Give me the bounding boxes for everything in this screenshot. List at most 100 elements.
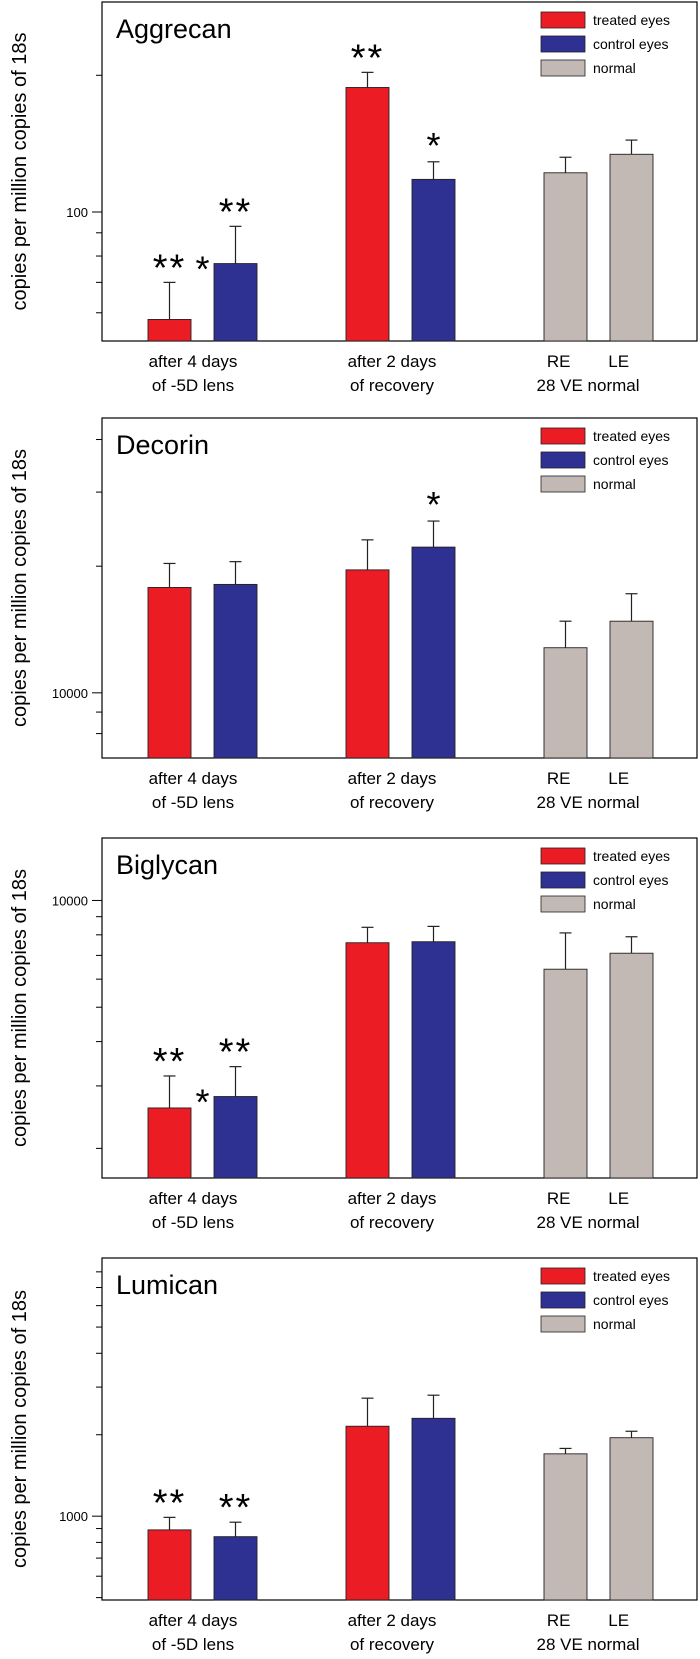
plot-frame xyxy=(101,1257,698,1601)
bar-control-eyes-1 xyxy=(213,263,258,342)
group-label-line1: RE LE xyxy=(547,769,629,788)
bar-treated-eyes-2 xyxy=(345,87,390,342)
significance-mark: ** xyxy=(219,1032,253,1074)
legend-label-normal: normal xyxy=(593,1316,636,1332)
bar-treated-eyes-0 xyxy=(147,587,192,759)
group-label-line2: of -5D lens xyxy=(152,376,234,395)
significance-mark: ** xyxy=(351,37,385,79)
y-axis-label: copies per million copies of 18s xyxy=(9,33,31,311)
bar-control-eyes-1 xyxy=(213,1096,258,1179)
significance-mark-between: * xyxy=(195,249,209,290)
chart-panel-aggrecan: 100 Aggrecan copies per million copies of … xyxy=(9,1,698,395)
bar-treated-eyes-2 xyxy=(345,942,390,1179)
y-axis-label: copies per million copies of 18s xyxy=(9,869,31,1147)
legend-label-treated: treated eyes xyxy=(593,848,670,864)
bar-control-eyes-1 xyxy=(213,583,258,759)
group-label-line1: after 4 days xyxy=(149,1611,238,1630)
group-label-line1: RE LE xyxy=(547,1189,629,1208)
significance-mark: ** xyxy=(153,1041,187,1083)
legend-label-treated: treated eyes xyxy=(593,12,670,28)
legend-label-normal: normal xyxy=(593,896,636,912)
y-tick-label: 1000 xyxy=(59,1509,88,1524)
bar-normal-4 xyxy=(543,647,588,759)
group-label-line1: after 4 days xyxy=(149,769,238,788)
bar-normal-5 xyxy=(609,1437,654,1601)
legend-swatch-normal xyxy=(540,895,586,913)
legend-swatch-treated xyxy=(540,11,586,29)
legend-label-treated: treated eyes xyxy=(593,428,670,444)
chart-title: Decorin xyxy=(116,430,209,460)
y-axis-label: copies per million copies of 18s xyxy=(9,449,31,727)
significance-mark: ** xyxy=(219,1487,253,1529)
group-label-line1: after 2 days xyxy=(348,1189,437,1208)
legend-swatch-treated xyxy=(540,847,586,865)
bar-treated-eyes-0 xyxy=(147,1107,192,1179)
bar-control-eyes-3 xyxy=(411,178,456,342)
legend: treated eyes control eyes normal xyxy=(540,427,670,493)
legend-swatch-treated xyxy=(540,1267,586,1285)
legend-swatch-control xyxy=(540,451,586,469)
group-label-line1: after 4 days xyxy=(149,352,238,371)
group-label-line2: of recovery xyxy=(350,1213,435,1232)
legend-swatch-control xyxy=(540,1291,586,1309)
group-label-line2: 28 VE normal xyxy=(537,1213,640,1232)
y-axis-ticks xyxy=(92,899,102,1149)
y-tick-label: 10000 xyxy=(52,893,88,908)
legend-label-control: control eyes xyxy=(593,36,668,52)
legend-label-control: control eyes xyxy=(593,452,668,468)
bar-control-eyes-3 xyxy=(411,1417,456,1601)
bar-normal-4 xyxy=(543,968,588,1179)
group-label-line2: of -5D lens xyxy=(152,1213,234,1232)
group-label-line2: 28 VE normal xyxy=(537,1635,640,1654)
y-tick-label: 10000 xyxy=(52,686,88,701)
plot-frame xyxy=(101,1,698,342)
legend: treated eyes control eyes normal xyxy=(540,11,670,77)
chart-panel-lumican: 1000 Lumican copies per million copies of … xyxy=(9,1257,698,1654)
plot-frame xyxy=(101,417,698,759)
bar-control-eyes-1 xyxy=(213,1536,258,1601)
significance-mark: ** xyxy=(153,1482,187,1524)
y-axis-label: copies per million copies of 18s xyxy=(9,1290,31,1568)
significance-mark: ** xyxy=(153,247,187,289)
bar-normal-4 xyxy=(543,172,588,342)
group-label-line2: 28 VE normal xyxy=(537,376,640,395)
legend: treated eyes control eyes normal xyxy=(540,1267,670,1333)
bar-control-eyes-3 xyxy=(411,941,456,1179)
chart-title: Aggrecan xyxy=(116,14,232,44)
group-label-line1: RE LE xyxy=(547,352,629,371)
y-tick-label: 100 xyxy=(66,205,88,220)
significance-mark: ** xyxy=(219,191,253,233)
y-axis-ticks xyxy=(92,1271,102,1599)
chart-panel-decorin: 10000 Decorin copies per million copies of… xyxy=(9,417,698,812)
bar-normal-5 xyxy=(609,952,654,1179)
legend-swatch-treated xyxy=(540,427,586,445)
legend-label-normal: normal xyxy=(593,476,636,492)
legend-label-normal: normal xyxy=(593,60,636,76)
group-label-line2: of recovery xyxy=(350,376,435,395)
legend-swatch-normal xyxy=(540,475,586,493)
group-label-line1: after 2 days xyxy=(348,1611,437,1630)
group-label-line1: after 2 days xyxy=(348,352,437,371)
significance-mark: * xyxy=(426,484,440,525)
bar-normal-5 xyxy=(609,153,654,342)
group-label-line2: of -5D lens xyxy=(152,793,234,812)
plot-frame xyxy=(101,837,698,1179)
legend-label-treated: treated eyes xyxy=(593,1268,670,1284)
legend-swatch-normal xyxy=(540,59,586,77)
group-label-line2: 28 VE normal xyxy=(537,793,640,812)
group-label-line1: after 4 days xyxy=(149,1189,238,1208)
legend-label-control: control eyes xyxy=(593,1292,668,1308)
bar-control-eyes-3 xyxy=(411,546,456,759)
legend-label-control: control eyes xyxy=(593,872,668,888)
bar-treated-eyes-0 xyxy=(147,319,192,342)
significance-mark: * xyxy=(426,125,440,166)
legend-swatch-control xyxy=(540,871,586,889)
group-label-line2: of -5D lens xyxy=(152,1635,234,1654)
group-label-line1: RE LE xyxy=(547,1611,629,1630)
bar-treated-eyes-2 xyxy=(345,1425,390,1601)
y-axis-ticks xyxy=(92,439,102,735)
chart-title: Lumican xyxy=(116,1270,218,1300)
bar-normal-4 xyxy=(543,1453,588,1601)
chart-title: Biglycan xyxy=(116,850,218,880)
